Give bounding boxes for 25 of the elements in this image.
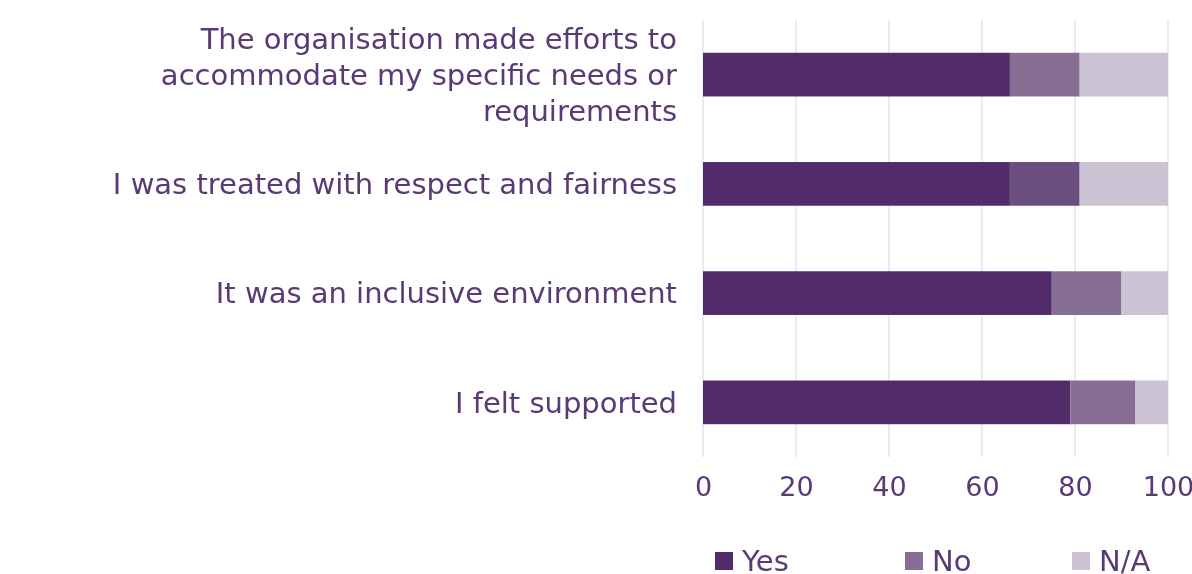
- bar: [1051, 271, 1122, 315]
- bar: [1009, 52, 1080, 97]
- bar: [1070, 380, 1136, 425]
- bar: [703, 52, 1010, 97]
- legend-label: N/A: [1099, 544, 1151, 574]
- bar: [1121, 271, 1168, 315]
- bar: [1009, 162, 1080, 206]
- bar: [703, 271, 1052, 315]
- y-tick-label: I felt supported: [454, 385, 677, 420]
- x-tick-label: 20: [779, 471, 814, 503]
- bar: [703, 380, 1071, 425]
- bar: [1079, 162, 1168, 206]
- x-tick-label: 40: [872, 471, 907, 503]
- x-tick-label: 100: [1142, 471, 1192, 503]
- legend-label: Yes: [741, 544, 789, 574]
- x-tick-label: 0: [694, 471, 713, 503]
- y-tick-label: The organisation made efforts to accommodate my specific needs or requirements: [160, 21, 678, 128]
- y-tick-label: It was an inclusive environment: [215, 276, 677, 311]
- bar: [1079, 52, 1168, 97]
- bar: [703, 162, 1010, 206]
- legend-label: No: [932, 544, 972, 574]
- x-tick-label: 80: [1058, 471, 1093, 503]
- y-tick-label: I was treated with respect and fairness: [112, 167, 677, 202]
- x-tick-label: 60: [965, 471, 1000, 503]
- bar: [1135, 380, 1168, 425]
